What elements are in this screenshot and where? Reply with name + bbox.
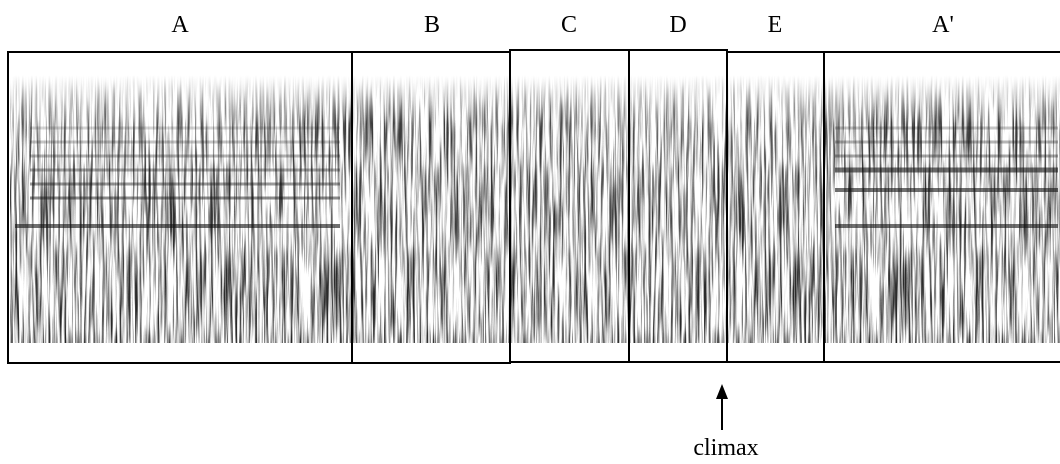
section-label: E: [768, 12, 783, 38]
section-label: A': [932, 12, 954, 38]
spectrogram: [10, 75, 1060, 343]
section-label: B: [424, 12, 440, 38]
section-boxes: [7, 49, 1060, 364]
section-label: D: [669, 12, 686, 38]
annotation: climax: [693, 435, 758, 461]
section-label: C: [561, 12, 577, 38]
climax-arrow: [716, 384, 728, 430]
section-box: [823, 51, 1060, 363]
harmonic-bands: [15, 126, 1058, 228]
section-label: A: [171, 12, 189, 38]
